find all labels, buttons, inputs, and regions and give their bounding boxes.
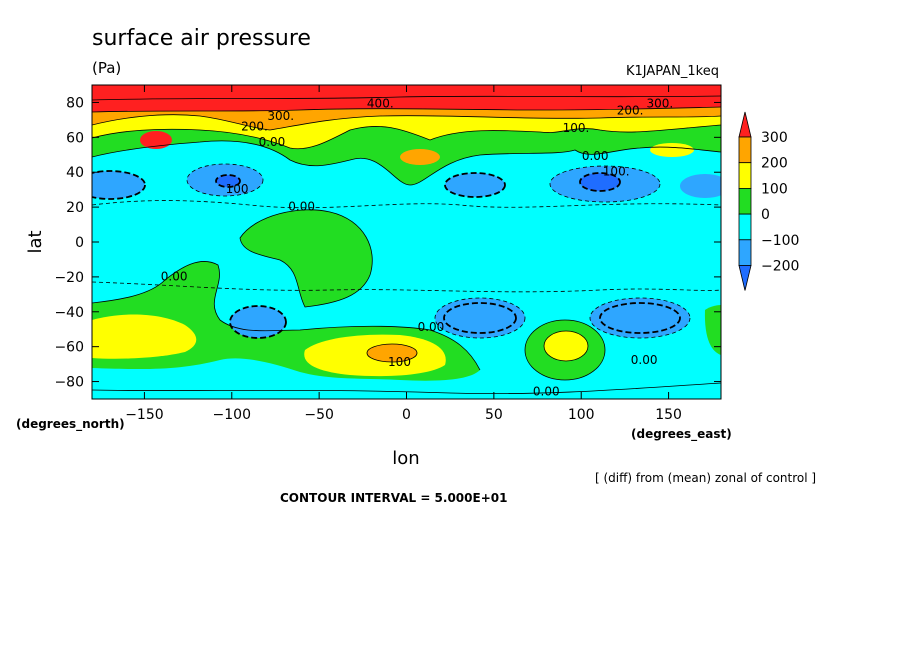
colorbar-arrow-bottom xyxy=(738,265,752,291)
x-tick-label: −150 xyxy=(125,407,163,423)
contour-label: 100 xyxy=(388,355,411,369)
y-axis: 80 60 40 20 0 −20 −40 −60 −80 xyxy=(54,95,721,391)
contour-labels: 400. 300.200.300.200.0.00100.0.00100.1000… xyxy=(161,97,673,399)
y-tick-label: 40 xyxy=(66,165,84,181)
band-above-300-north xyxy=(92,85,721,112)
low-cell-n-1 xyxy=(92,171,145,199)
run-label: K1JAPAN_1keq xyxy=(626,64,719,79)
chart-title: surface air pressure xyxy=(92,26,311,51)
y-tick-label: −20 xyxy=(54,270,84,286)
x-tick-label: 0 xyxy=(402,407,411,423)
x-axis: −150 −100 −50 0 50 100 150 xyxy=(125,85,682,423)
contour-label: 0.00 xyxy=(582,149,609,163)
contour-label: 0.00 xyxy=(259,135,286,149)
contour-label: 100. xyxy=(603,165,630,179)
x-unit-label: (degrees_east) xyxy=(631,427,732,442)
colorbar-segment xyxy=(738,187,752,215)
contour-label: 0.00 xyxy=(533,385,560,399)
y-unit-label: (degrees_north) xyxy=(16,417,125,432)
y-tick-label: 0 xyxy=(75,235,84,251)
colorbar-label: 0 xyxy=(761,207,770,223)
x-tick-label: −50 xyxy=(304,407,334,423)
contour-lines xyxy=(92,95,721,395)
low-cell-s-1 xyxy=(230,306,286,338)
x-axis-label: lon xyxy=(392,448,419,469)
low-cell-n-3 xyxy=(445,173,505,197)
contour-label: 0.00 xyxy=(631,353,658,367)
x-tick-label: 150 xyxy=(655,407,682,423)
contour-label: 100 xyxy=(226,182,249,196)
contour-label: 0.00 xyxy=(161,269,188,283)
negative-contour-lines xyxy=(92,163,721,339)
contour-label: 300. xyxy=(646,97,673,111)
colorbar-segment xyxy=(738,239,752,266)
low-cell-s-2 xyxy=(435,298,525,338)
colorbar-label: 300 xyxy=(761,130,788,146)
y-axis-label: lat xyxy=(25,230,46,253)
colorbar: 300 200 100 0 −100 −200 xyxy=(738,111,799,291)
high-cell-n-asia xyxy=(650,143,694,157)
colorbar-label: 100 xyxy=(761,181,788,197)
high-cell-n-pacific xyxy=(140,131,172,149)
y-tick-label: −40 xyxy=(54,305,84,321)
contour-label: 300. xyxy=(267,109,294,123)
colorbar-segment xyxy=(738,213,752,241)
colorbar-segment xyxy=(738,162,752,189)
low-cell-n-5 xyxy=(680,174,721,198)
y-tick-label: 80 xyxy=(66,95,84,111)
y-tick-label: −60 xyxy=(54,340,84,356)
contour-label: 0.00 xyxy=(418,320,445,334)
low-cell-n-4b xyxy=(580,173,620,191)
low-cell-s-3 xyxy=(590,298,690,338)
band-0-100-south-edge xyxy=(704,305,721,355)
y-tick-label: 20 xyxy=(66,200,84,216)
colorbar-arrow-top xyxy=(738,111,752,138)
y-tick-label: 60 xyxy=(66,130,84,146)
contour-label: 200. xyxy=(241,119,268,133)
minus100-contour-lines xyxy=(92,170,681,339)
x-tick-label: 50 xyxy=(485,407,503,423)
contour-field: 400. 300.200.300.200.0.00100.0.00100.1000… xyxy=(92,85,721,399)
x-tick-label: 100 xyxy=(568,407,595,423)
band-100-200-south-east xyxy=(544,331,588,361)
colorbar-label: 200 xyxy=(761,156,788,172)
contour-interval-text: CONTOUR INTERVAL = 5.000E+01 xyxy=(280,491,507,505)
units-label: (Pa) xyxy=(92,59,121,77)
band-0-100-equator xyxy=(240,209,373,307)
y-tick-label: −80 xyxy=(54,375,84,391)
x-tick-label: −100 xyxy=(213,407,251,423)
band-100-200-south-west xyxy=(92,314,197,359)
contour-label: 0.00 xyxy=(288,200,315,214)
high-cell-n-europe xyxy=(400,149,440,165)
contour-label: 200. xyxy=(617,104,644,118)
low-cell-n-2b xyxy=(216,175,240,187)
colorbar-segment xyxy=(738,136,752,164)
high-cell-s-center xyxy=(367,344,417,362)
contour-label: 400. xyxy=(367,97,394,111)
colorbar-label: −100 xyxy=(761,233,799,249)
contour-label: 100. xyxy=(563,121,590,135)
note-text: [ (diff) from (mean) zonal of control ] xyxy=(595,471,816,485)
colorbar-label: −200 xyxy=(761,259,799,275)
